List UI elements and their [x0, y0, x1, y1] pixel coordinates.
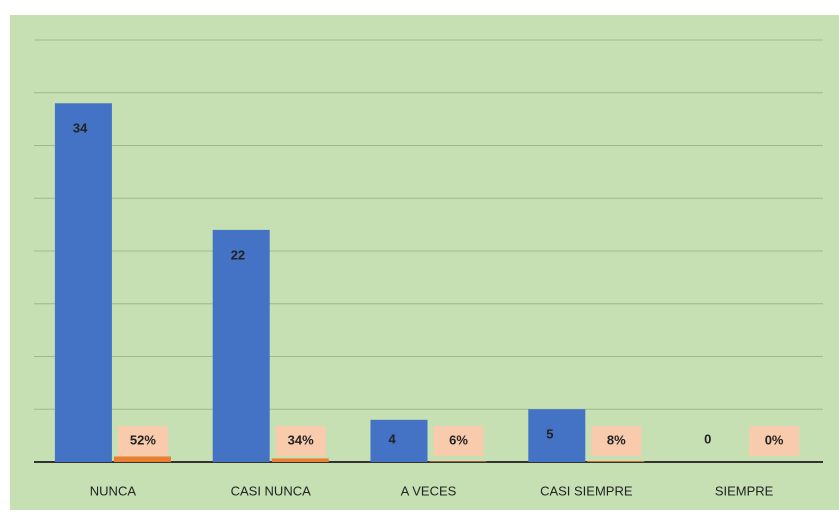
bar — [271, 458, 329, 462]
data-label: 8% — [607, 432, 626, 447]
data-label-background — [591, 426, 642, 456]
x-tick-label: SIEMPRE — [715, 483, 774, 498]
data-label-background — [117, 426, 168, 456]
data-label: 34 — [73, 121, 88, 136]
data-label: 5 — [546, 427, 553, 442]
data-label: 0 — [704, 431, 711, 446]
x-tick-label: NUNCA — [90, 483, 137, 498]
data-label: 52% — [130, 432, 156, 447]
x-tick-label: CASI NUNCA — [231, 483, 312, 498]
x-tick-label: CASI SIEMPRE — [540, 483, 633, 498]
bar — [528, 409, 586, 462]
data-label-background — [433, 426, 484, 456]
bar — [54, 103, 112, 463]
data-label: 34% — [288, 432, 314, 447]
bar — [587, 461, 645, 462]
bar — [370, 419, 428, 462]
data-label: 4 — [389, 431, 397, 446]
bar — [212, 229, 270, 462]
data-label-background — [275, 426, 326, 456]
data-label: 0% — [765, 432, 784, 447]
bar — [429, 461, 487, 462]
data-label-background — [749, 426, 800, 456]
bar — [113, 456, 171, 462]
data-label: 6% — [449, 432, 468, 447]
data-label: 22 — [231, 247, 245, 262]
x-tick-label: A VECES — [401, 483, 457, 498]
